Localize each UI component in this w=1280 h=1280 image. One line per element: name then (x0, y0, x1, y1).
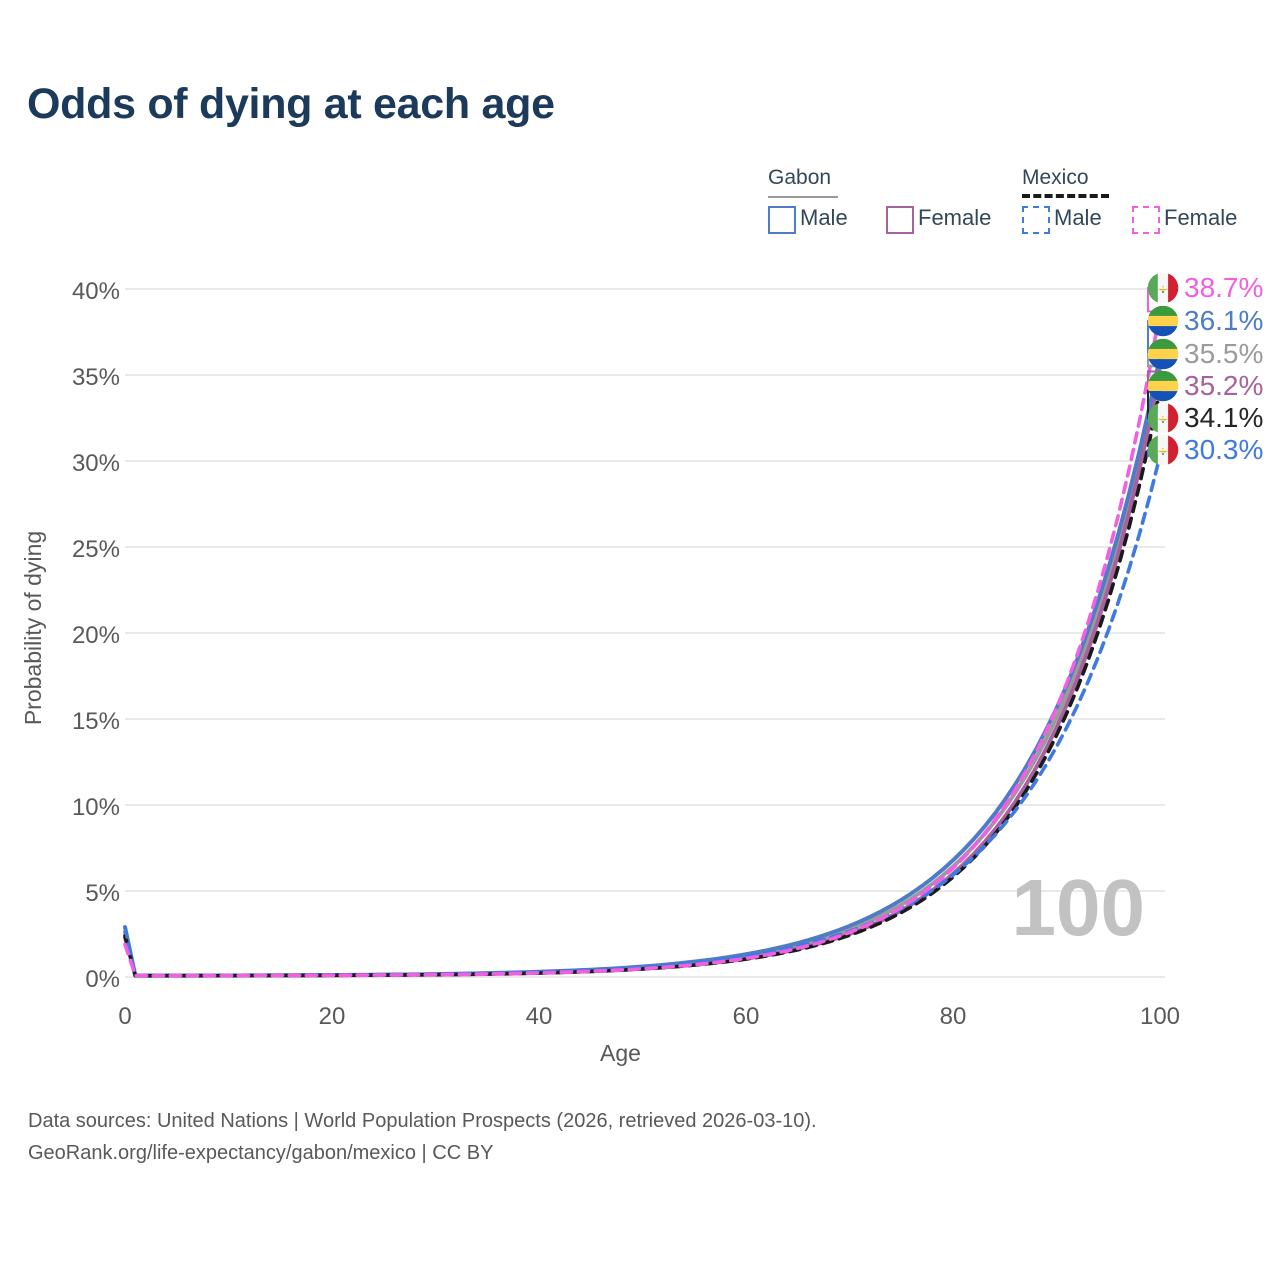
svg-text:30.3%: 30.3% (1184, 434, 1263, 465)
svg-text:35.2%: 35.2% (1184, 370, 1263, 401)
svg-text:100: 100 (1012, 863, 1145, 952)
svg-text:35.5%: 35.5% (1184, 338, 1263, 369)
svg-text:38.7%: 38.7% (1184, 272, 1263, 303)
svg-text:36.1%: 36.1% (1184, 305, 1263, 336)
svg-text:34.1%: 34.1% (1184, 402, 1263, 433)
